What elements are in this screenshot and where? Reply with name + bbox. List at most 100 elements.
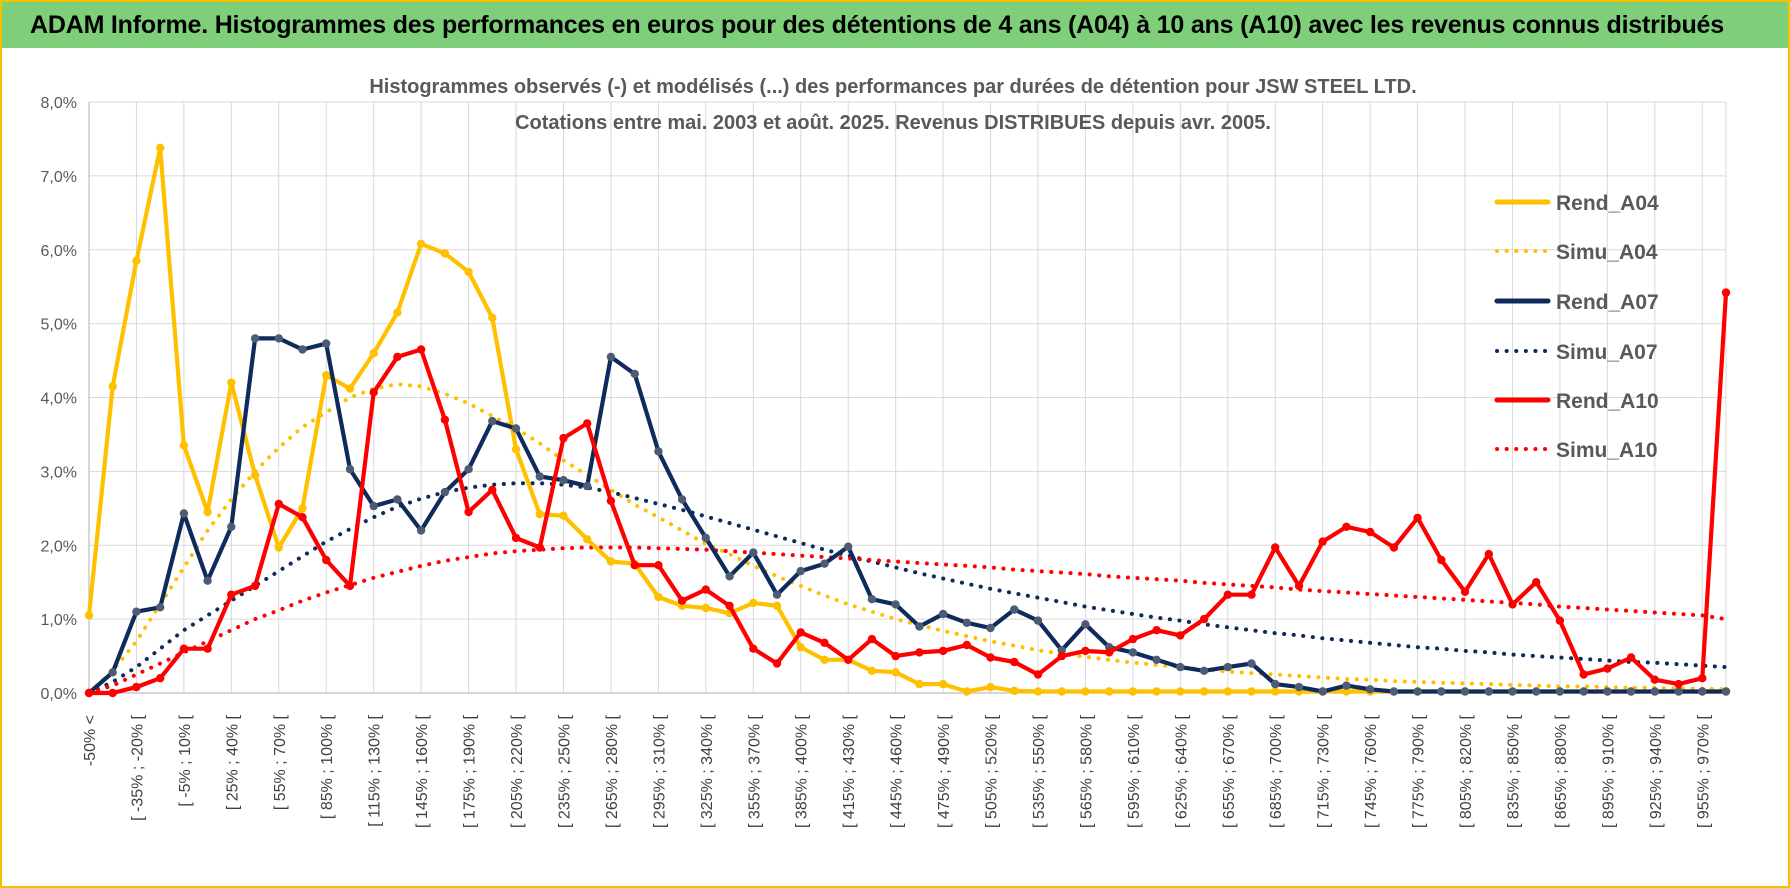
- data-point: [891, 600, 900, 609]
- data-point: [606, 557, 616, 566]
- y-tick-label: 5,0%: [41, 317, 77, 334]
- x-tick-label: [ 895% ; 910% [: [1600, 714, 1617, 828]
- data-point: [749, 644, 758, 653]
- data-point: [867, 666, 877, 675]
- data-point: [274, 543, 283, 552]
- data-point: [1223, 687, 1233, 696]
- data-point: [369, 501, 378, 511]
- data-point: [322, 555, 331, 565]
- data-point: [986, 623, 995, 633]
- x-tick-label: [ 775% ; 790% [: [1411, 714, 1428, 828]
- data-point: [227, 590, 236, 599]
- x-tick-label: [ 865% ; 880% [: [1553, 714, 1570, 828]
- chart-title: Histogrammes observés (-) et modélisés (…: [369, 76, 1416, 98]
- series-Simu_A04: [87, 382, 1728, 695]
- data-point: [203, 507, 212, 517]
- data-point: [725, 601, 734, 610]
- data-point: [1413, 513, 1422, 523]
- data-point: [1437, 687, 1446, 696]
- data-point: [1010, 657, 1019, 667]
- data-point: [677, 596, 687, 605]
- y-tick-label: 7,0%: [41, 169, 77, 186]
- data-point: [108, 382, 117, 391]
- data-point: [440, 487, 450, 497]
- legend-label: Rend_A07: [1556, 291, 1659, 314]
- chart-subtitle: Cotations entre mai. 2003 et août. 2025.…: [515, 112, 1271, 134]
- data-point: [701, 585, 710, 594]
- data-point: [464, 267, 473, 277]
- data-point: [1081, 646, 1090, 656]
- data-point: [986, 653, 995, 662]
- data-point: [132, 607, 141, 616]
- data-point: [488, 416, 497, 426]
- data-point: [630, 561, 639, 570]
- data-point: [1176, 631, 1185, 640]
- data-point: [203, 644, 212, 653]
- y-tick-label: 8,0%: [41, 95, 77, 112]
- data-point: [1650, 675, 1660, 684]
- data-point: [1342, 687, 1351, 696]
- data-point: [369, 388, 378, 397]
- data-point: [1460, 687, 1470, 696]
- x-tick-label: [ 415% ; 430% [: [841, 714, 858, 828]
- x-tick-label: [ 595% ; 610% [: [1126, 714, 1143, 828]
- data-point: [1152, 626, 1161, 635]
- data-point: [1698, 674, 1707, 683]
- data-point: [1128, 687, 1138, 696]
- data-point: [488, 313, 497, 322]
- data-point: [393, 352, 402, 362]
- data-point: [1033, 616, 1043, 625]
- page-title-banner: ADAM Informe. Histogrammes des performan…: [2, 2, 1788, 48]
- data-point: [1247, 590, 1256, 599]
- x-tick-label: [ 745% ; 760% [: [1363, 714, 1380, 828]
- data-point: [1365, 685, 1375, 694]
- data-point: [535, 543, 544, 552]
- data-point: [1176, 687, 1185, 696]
- data-point: [250, 470, 260, 480]
- data-point: [1247, 659, 1256, 668]
- data-point: [938, 609, 948, 619]
- data-point: [796, 628, 805, 637]
- series-line: [86, 145, 1729, 694]
- data-point: [606, 496, 616, 506]
- legend-label: Rend_A04: [1556, 192, 1659, 215]
- x-tick-label: [ 535% ; 550% [: [1031, 714, 1048, 828]
- data-point: [654, 592, 663, 602]
- data-point: [1579, 670, 1588, 679]
- data-point: [820, 638, 829, 647]
- data-point: [203, 576, 212, 585]
- x-tick-label: [ 175% ; 190% [: [462, 714, 479, 828]
- data-point: [772, 659, 782, 668]
- x-tick-label: [ 235% ; 250% [: [556, 714, 573, 828]
- data-point: [1033, 687, 1043, 696]
- data-point: [938, 679, 948, 689]
- data-point: [345, 465, 355, 474]
- axis-layer: 0,0% 1,0% 2,0% 3,0% 4,0% 5,0% 6,0% 7,0% 8,0% -50%…: [41, 95, 1726, 828]
- y-tick-label: 6,0%: [41, 243, 77, 260]
- data-point: [393, 308, 402, 317]
- data-point: [1603, 664, 1612, 673]
- data-point: [464, 465, 473, 474]
- data-point: [1365, 527, 1375, 537]
- data-point: [156, 143, 165, 152]
- data-point: [1271, 543, 1280, 552]
- data-point: [298, 345, 307, 354]
- data-point: [962, 640, 971, 650]
- chart-legend: Rend_A04 Simu_A04 Rend_A07 Simu_A07 Rend_A10…: [1494, 192, 1659, 462]
- data-point: [1176, 662, 1185, 672]
- data-point: [1437, 555, 1446, 565]
- data-point: [701, 603, 710, 613]
- data-point: [1057, 646, 1066, 655]
- x-tick-label: [ 505% ; 520% [: [984, 714, 1001, 828]
- x-tick-label: [ 475% ; 490% [: [936, 714, 953, 828]
- y-tick-label: 0,0%: [41, 686, 77, 703]
- data-point: [915, 648, 924, 657]
- x-tick-label: -50% <: [82, 715, 99, 766]
- data-point: [725, 572, 734, 581]
- data-point: [322, 371, 331, 380]
- x-tick-label: [ 355% ; 370% [: [746, 714, 763, 828]
- data-point: [250, 334, 260, 343]
- x-tick-label: [ 25% ; 40% [: [224, 714, 241, 810]
- data-point: [1532, 578, 1541, 587]
- data-point: [701, 533, 710, 543]
